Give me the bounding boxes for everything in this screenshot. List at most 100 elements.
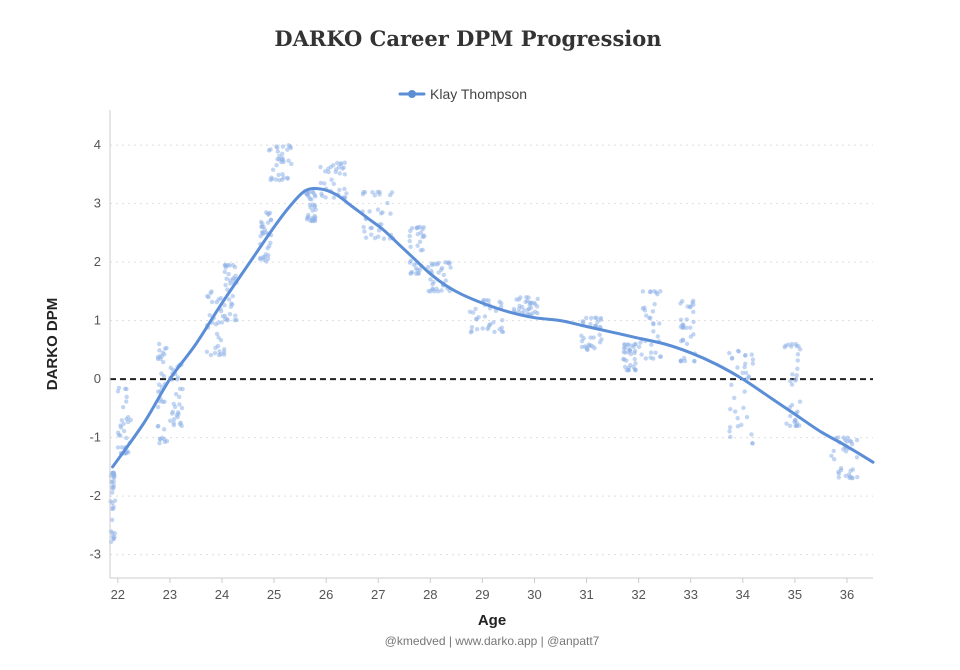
data-point <box>110 530 115 536</box>
data-point <box>157 348 162 353</box>
data-point <box>318 164 323 170</box>
data-point <box>430 282 435 287</box>
data-point <box>119 418 125 423</box>
data-point <box>273 177 279 182</box>
line-layer <box>111 186 875 469</box>
data-point <box>580 319 585 324</box>
data-point <box>744 414 750 420</box>
data-point <box>325 166 331 172</box>
data-point <box>164 345 169 351</box>
data-point <box>109 517 115 523</box>
data-point <box>741 405 746 411</box>
data-point <box>415 232 421 237</box>
data-point <box>469 324 475 330</box>
data-point <box>631 344 636 349</box>
data-point <box>337 187 342 193</box>
data-point <box>408 244 413 249</box>
x-axis-title: Age <box>478 612 506 629</box>
data-point <box>517 303 522 309</box>
data-point <box>109 490 115 495</box>
data-point <box>643 313 649 318</box>
data-point <box>441 272 446 278</box>
chart-title: DARKO Career DPM Progression <box>274 26 662 51</box>
data-point <box>115 389 121 394</box>
data-point <box>633 361 638 366</box>
x-tick-label: 25 <box>267 587 281 602</box>
data-point <box>447 260 452 265</box>
data-point <box>110 500 115 505</box>
legend[interactable]: Klay Thompson <box>398 86 527 102</box>
data-point <box>367 209 372 214</box>
data-point <box>116 385 122 391</box>
data-point <box>829 453 834 459</box>
data-point <box>168 418 173 423</box>
data-point <box>591 335 596 340</box>
data-point <box>222 347 227 352</box>
data-point <box>526 295 531 300</box>
data-point <box>855 474 860 480</box>
data-point <box>157 341 162 347</box>
data-point <box>414 271 419 276</box>
data-point <box>594 315 599 321</box>
data-point <box>684 341 690 347</box>
data-point <box>225 287 230 292</box>
data-point <box>531 300 537 306</box>
data-point <box>285 175 290 181</box>
data-point <box>590 344 595 349</box>
data-point <box>732 395 737 401</box>
data-point <box>331 181 336 187</box>
data-point <box>307 202 313 207</box>
data-point <box>518 295 523 300</box>
legend-marker-swatch <box>408 90 416 98</box>
data-point <box>784 421 789 426</box>
data-point <box>326 169 331 175</box>
data-point <box>305 192 310 197</box>
data-point <box>727 350 732 356</box>
data-point <box>831 448 836 454</box>
data-point <box>341 165 346 170</box>
data-point <box>109 471 115 476</box>
data-point <box>691 309 696 315</box>
data-point <box>651 322 656 327</box>
data-point <box>648 350 654 355</box>
data-point <box>269 175 274 180</box>
data-point <box>632 356 637 362</box>
data-point <box>333 169 338 175</box>
x-tick-label: 31 <box>579 587 593 602</box>
data-point <box>268 147 273 152</box>
data-point <box>649 342 654 347</box>
legend-label: Klay Thompson <box>430 86 527 102</box>
data-point <box>797 399 803 404</box>
data-point <box>226 271 231 277</box>
data-point <box>221 352 227 357</box>
data-point <box>177 394 182 400</box>
data-point <box>598 315 604 321</box>
data-point <box>728 407 733 412</box>
data-point <box>639 352 644 357</box>
data-point <box>632 348 638 354</box>
data-point <box>155 404 161 410</box>
data-point <box>233 313 238 318</box>
data-point <box>796 344 801 349</box>
data-point <box>651 356 656 361</box>
data-point <box>655 292 660 297</box>
data-point <box>124 399 129 404</box>
data-point <box>279 157 285 162</box>
y-tick-label: 2 <box>94 254 101 269</box>
x-tick-label: 34 <box>736 587 750 602</box>
data-point <box>375 207 381 212</box>
data-point <box>469 328 474 334</box>
data-point <box>680 322 685 327</box>
data-point <box>177 386 183 392</box>
data-point <box>274 163 279 168</box>
data-point <box>782 345 787 350</box>
data-point <box>385 200 390 206</box>
data-point <box>678 317 684 323</box>
data-point <box>789 341 795 347</box>
data-point <box>448 265 453 270</box>
data-point <box>735 348 741 354</box>
data-point <box>388 192 393 198</box>
data-point <box>727 429 732 434</box>
data-point <box>831 457 837 462</box>
data-point <box>492 329 497 335</box>
